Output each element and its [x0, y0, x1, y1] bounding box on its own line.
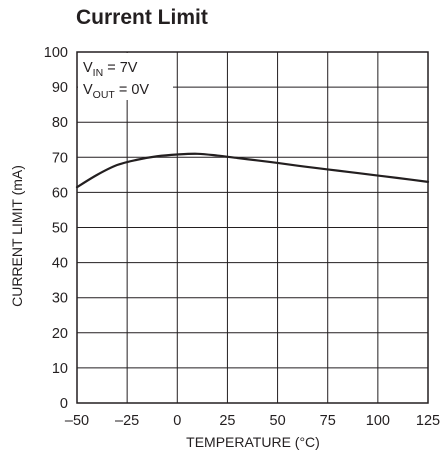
y-tick-label: 90 [52, 80, 68, 96]
x-tick-label: –50 [65, 413, 89, 429]
annotation-background [78, 53, 173, 100]
y-tick-label: 30 [52, 291, 68, 307]
x-tick-label: 125 [416, 413, 440, 429]
x-tick-label: 0 [173, 413, 181, 429]
current-limit-curve [75, 152, 430, 189]
x-axis-label: TEMPERATURE (°C) [186, 434, 320, 450]
x-tick-label: 100 [366, 413, 390, 429]
chart-title: Current Limit [76, 6, 208, 29]
x-tick-label: 25 [219, 413, 235, 429]
annotation-line: VIN = 7V [83, 60, 138, 79]
x-tick-label: 50 [270, 413, 286, 429]
y-tick-label: 0 [60, 396, 68, 412]
series-layer [75, 152, 430, 189]
y-tick-label: 40 [52, 256, 68, 272]
tick-labels: –50 –25 0 25 50 75 100 125 0 10 20 30 40 50 60 70 80 90 10… [44, 45, 440, 429]
y-tick-label: 100 [44, 45, 68, 61]
annotation-line: VOUT = 0V [83, 82, 149, 101]
y-tick-label: 80 [52, 115, 68, 131]
grid [76, 51, 429, 404]
x-tick-label: 75 [320, 413, 336, 429]
x-tick-label: –25 [115, 413, 139, 429]
plot-frame [76, 51, 429, 404]
y-tick-label: 50 [52, 221, 68, 237]
y-tick-label: 60 [52, 185, 68, 201]
y-tick-label: 20 [52, 326, 68, 342]
y-tick-label: 10 [52, 361, 68, 377]
y-tick-label: 70 [52, 150, 68, 166]
conditions-annotation: VIN = 7V VOUT = 0V [78, 53, 173, 101]
y-axis-label: CURRENT LIMIT (mA) [9, 165, 25, 307]
